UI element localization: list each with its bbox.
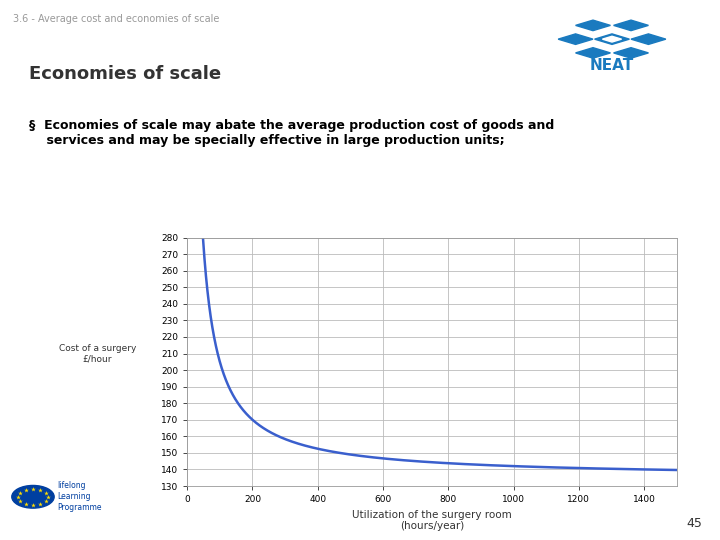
Polygon shape — [603, 36, 621, 42]
Text: 3.6 - Average cost and economies of scale: 3.6 - Average cost and economies of scal… — [13, 14, 220, 24]
Text: 45: 45 — [686, 517, 702, 530]
Polygon shape — [631, 34, 666, 44]
Text: Economies of scale: Economies of scale — [29, 65, 221, 83]
Polygon shape — [613, 48, 649, 58]
Text: Cost of a surgery
£/hour: Cost of a surgery £/hour — [58, 344, 136, 363]
Text: §  Economies of scale may abate the average production cost of goods and
    ser: § Economies of scale may abate the avera… — [29, 119, 554, 147]
Text: Learning: Learning — [57, 492, 91, 501]
Polygon shape — [575, 20, 611, 31]
Polygon shape — [613, 20, 649, 31]
X-axis label: Utilization of the surgery room
(hours/year): Utilization of the surgery room (hours/y… — [352, 510, 512, 531]
Text: Programme: Programme — [57, 503, 102, 512]
Text: NEAT: NEAT — [590, 58, 634, 73]
Polygon shape — [575, 48, 611, 58]
Text: lifelong: lifelong — [57, 482, 86, 490]
Polygon shape — [558, 34, 593, 44]
Circle shape — [12, 485, 54, 508]
Polygon shape — [595, 34, 629, 44]
